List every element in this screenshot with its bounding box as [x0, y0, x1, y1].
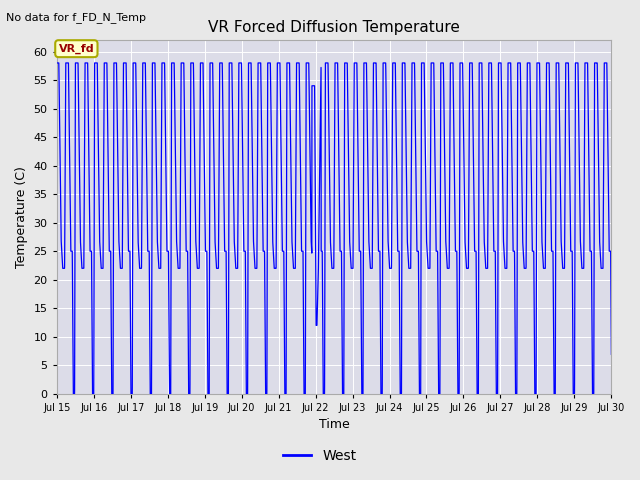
X-axis label: Time: Time	[319, 419, 349, 432]
Y-axis label: Temperature (C): Temperature (C)	[15, 166, 28, 268]
Title: VR Forced Diffusion Temperature: VR Forced Diffusion Temperature	[208, 20, 460, 35]
Text: VR_fd: VR_fd	[58, 44, 94, 54]
Text: No data for f_FD_N_Temp: No data for f_FD_N_Temp	[6, 12, 147, 23]
Legend: West: West	[278, 443, 362, 468]
